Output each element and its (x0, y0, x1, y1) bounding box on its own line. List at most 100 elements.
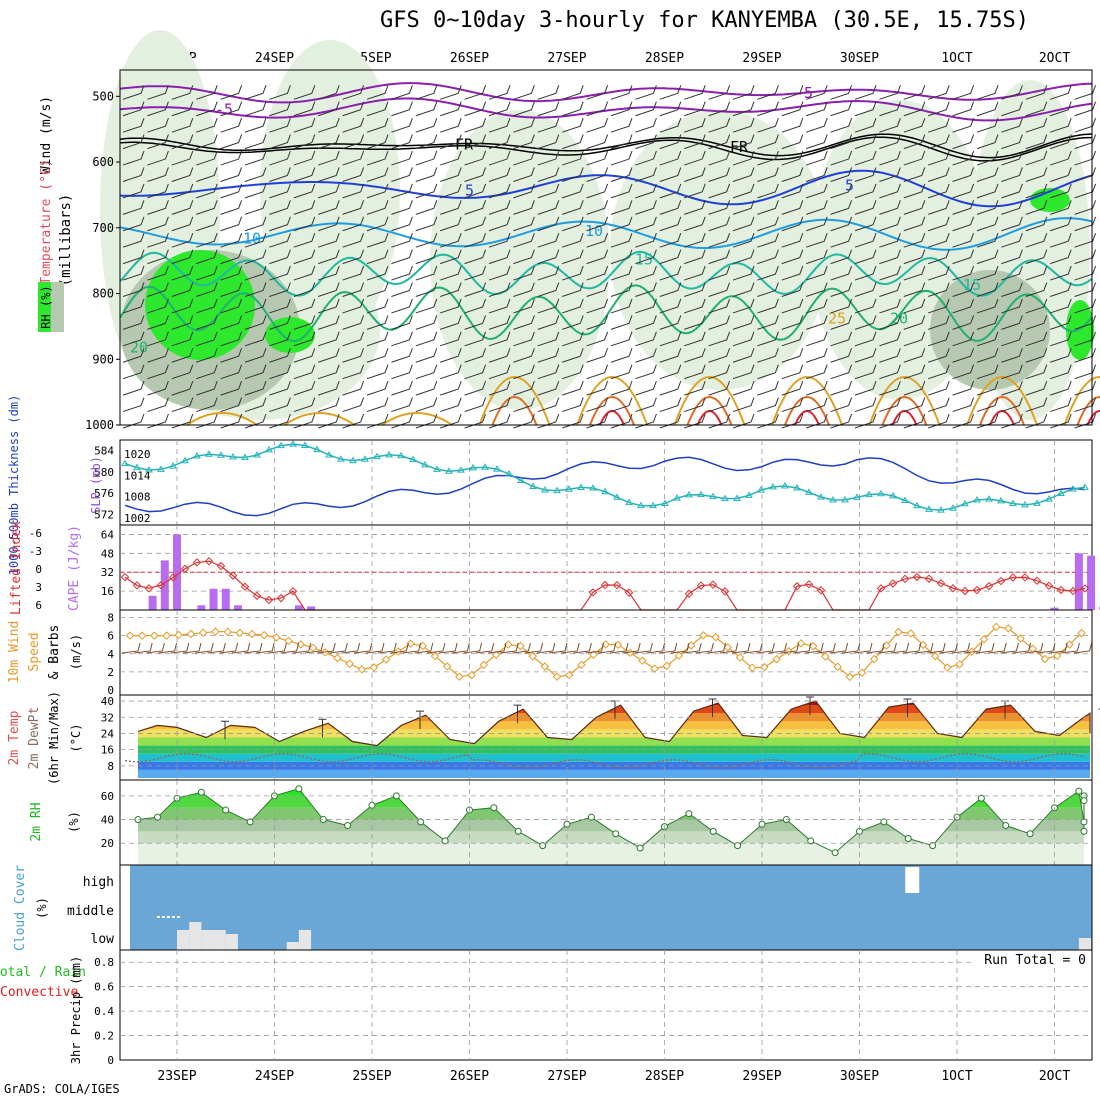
wind-barb (561, 642, 580, 654)
wind-speed-marker (833, 662, 842, 671)
wind-barb (562, 380, 584, 396)
wind-barb (684, 101, 706, 117)
wind-barb (1074, 380, 1097, 396)
wind-barb (1074, 282, 1097, 297)
wind-barb (440, 150, 462, 166)
slp-tick-label: 1002 (124, 512, 151, 525)
slp-marker (973, 496, 981, 503)
lifted-index-marker (888, 579, 898, 588)
wind-barb (830, 216, 853, 232)
wind-barb (756, 642, 775, 654)
slp-marker (745, 491, 753, 498)
wind-barb (903, 134, 926, 150)
wind-speed-marker (1004, 624, 1013, 633)
minmax-label: (6hr Min/Max) (47, 691, 61, 785)
wind-barb (318, 85, 340, 100)
wind-barb (854, 364, 877, 380)
wind-barb (976, 183, 999, 199)
wind-barb (903, 216, 926, 232)
wind-barb (976, 216, 999, 232)
wind-barb (464, 167, 487, 182)
wind-barb (903, 167, 926, 182)
wind-barb (293, 233, 316, 248)
wind-barb (488, 397, 511, 413)
wind-barb (1025, 216, 1048, 232)
rh-marker (417, 818, 425, 826)
wind-speed-marker (1052, 651, 1062, 661)
isotherm-minus5-upper (119, 82, 1093, 104)
wind-barb (366, 413, 389, 429)
wind-barb (171, 265, 194, 281)
wind-barb (757, 117, 779, 133)
rh-marker (587, 813, 595, 821)
slp-marker (181, 456, 189, 464)
low-cloud-bar (286, 942, 299, 950)
wind-barb (732, 233, 755, 248)
wind-barb (196, 364, 218, 380)
dewpoint-line (124, 752, 1086, 769)
wind-barb (757, 216, 779, 232)
wind-barb (342, 200, 365, 215)
slp-marker (193, 452, 201, 459)
wind-barb (732, 413, 755, 429)
wind-barb (890, 642, 910, 654)
wind-barb (182, 642, 202, 654)
wind-barb (586, 101, 609, 117)
wind-barb (768, 642, 788, 654)
wind-barb (269, 348, 291, 363)
cape-bar (307, 606, 316, 610)
wind-barb (684, 85, 706, 100)
wind-barb (220, 249, 243, 265)
wind-barb (708, 265, 731, 281)
lifted-index-marker (624, 588, 634, 597)
wind-barb (122, 183, 145, 199)
wind-barb (147, 249, 169, 265)
slp-marker (385, 450, 393, 458)
slp-marker (145, 465, 153, 473)
wind-barb (610, 200, 633, 215)
wind-barb (342, 298, 365, 314)
surface-wind-barbs (121, 642, 1093, 654)
contour-label: 5 (465, 181, 474, 199)
wind-barb (196, 233, 218, 248)
cape-bar (1074, 553, 1083, 610)
wind-barb (366, 167, 389, 182)
wind-barb (830, 265, 853, 281)
wind-barb (635, 413, 657, 429)
wind-barb (806, 315, 828, 330)
wind-speed-marker (442, 662, 452, 671)
wind-barb (781, 380, 804, 396)
wind-barb (732, 348, 755, 363)
wind-barb (928, 117, 950, 133)
wind-barb (196, 101, 218, 117)
slp-marker (469, 463, 477, 471)
wind-barb (171, 101, 194, 117)
wind-barb (220, 298, 243, 314)
lifted-index-marker (984, 581, 994, 591)
wind-speed-marker (284, 636, 293, 646)
wind-barb (781, 364, 804, 380)
isotherm-20 (119, 284, 1093, 342)
wind-barb (318, 167, 340, 182)
wind-barb (635, 315, 657, 330)
wind-barb (366, 348, 389, 363)
lifted-tick-label: 0 (35, 563, 42, 576)
wind-barb (757, 331, 779, 347)
lifted-index-marker (252, 591, 262, 601)
wind-barb (147, 380, 169, 396)
wind-barb (879, 348, 901, 363)
minmax-whisker (221, 720, 229, 740)
wind-speed-marker (479, 660, 489, 670)
wind-barb (757, 397, 779, 413)
wind-speed-marker (272, 633, 281, 642)
wind-barb (854, 265, 877, 281)
cape-tick-label: 32 (101, 566, 114, 579)
wind-barb (171, 233, 194, 248)
thickness-tick-label: 580 (94, 466, 114, 479)
minmax-whisker (708, 698, 717, 718)
wind-barb (415, 413, 438, 429)
cape-tick-label: 48 (101, 547, 114, 560)
wind-barb (537, 85, 560, 100)
upper_air-frame (119, 69, 1093, 426)
wind-barb (196, 348, 218, 363)
